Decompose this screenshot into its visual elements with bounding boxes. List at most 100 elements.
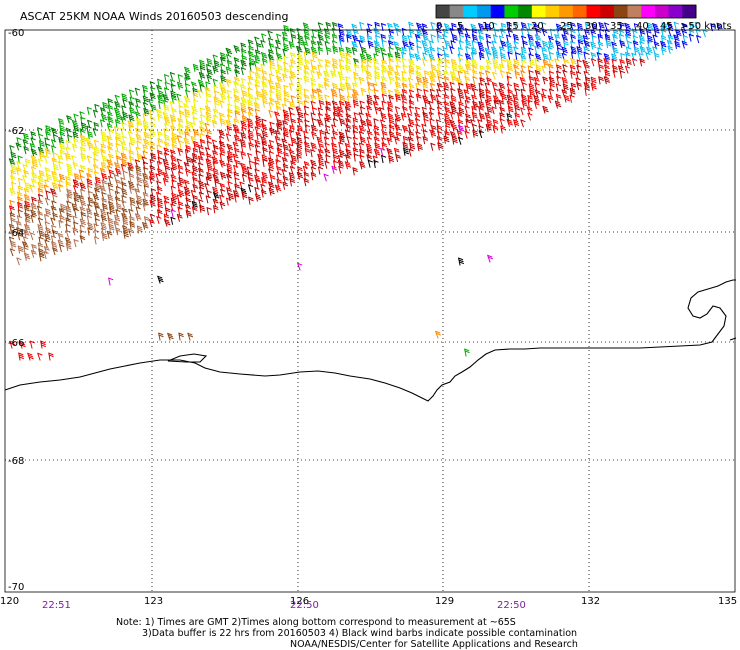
wind-barb [289, 76, 295, 84]
wind-barb [260, 189, 267, 198]
wind-barb [149, 134, 155, 143]
wind-barb [400, 112, 407, 121]
wind-barb [86, 155, 92, 164]
wind-barb [184, 131, 190, 140]
wind-barb [297, 125, 304, 134]
legend-swatch [586, 5, 601, 18]
wind-barb [310, 149, 316, 158]
wind-barb [184, 89, 191, 98]
wind-barb [115, 203, 122, 212]
wind-barb [260, 51, 268, 60]
wind-barb [226, 187, 232, 196]
wind-barb [318, 159, 325, 168]
wind-barb [534, 69, 541, 78]
wind-barb [491, 106, 497, 115]
wind-barb [346, 136, 352, 145]
wind-barb [120, 177, 126, 186]
wind-barb [667, 34, 674, 43]
wind-barb [464, 125, 470, 134]
wind-barb [653, 41, 660, 50]
wind-barb [584, 21, 591, 30]
wind-barb [408, 45, 414, 54]
wind-barb [205, 111, 212, 120]
wind-barb [107, 98, 114, 107]
wind-barb [548, 63, 554, 72]
wind-barb [204, 86, 211, 95]
wind-barb [352, 130, 358, 139]
wind-barb [652, 22, 659, 31]
wind-barb [100, 222, 107, 231]
wind-barb [436, 69, 443, 78]
wind-barb [498, 88, 505, 97]
wind-barb [169, 101, 175, 110]
wind-barb [198, 71, 206, 80]
wind-barb [533, 95, 540, 104]
wind-barb [484, 99, 492, 108]
wind-barb [58, 184, 64, 193]
wind-barb [283, 97, 290, 106]
wind-barb [373, 159, 379, 169]
wind-barb [456, 130, 463, 139]
wind-barb [389, 76, 395, 85]
wind-barb [212, 78, 218, 87]
wind-barb [436, 82, 443, 91]
wind-barb [192, 176, 198, 185]
wind-barb [114, 94, 120, 103]
wind-barb [304, 35, 310, 44]
wind-barb [79, 218, 87, 227]
wind-barb [575, 77, 581, 86]
wind-barb [268, 157, 275, 166]
wind-barb [162, 93, 170, 102]
wind-barb [275, 39, 282, 48]
wind-barb [220, 87, 227, 96]
wind-barb [374, 46, 381, 55]
wind-barb [289, 178, 296, 187]
wind-barb [156, 160, 163, 170]
legend-label-0: 0 [436, 21, 442, 32]
wind-barb [402, 141, 409, 151]
wind-barb [472, 129, 479, 138]
wind-barb [365, 143, 373, 152]
wind-barb [310, 172, 317, 181]
wind-barb [142, 150, 148, 159]
wind-barb [569, 70, 576, 79]
wind-barb [100, 214, 108, 223]
wind-barb [127, 120, 134, 129]
wind-barb [507, 46, 514, 55]
wind-barb [274, 184, 282, 193]
wind-barb [40, 340, 47, 349]
wind-barb [506, 94, 514, 103]
wind-barb [163, 104, 170, 113]
wind-barb [345, 148, 352, 157]
wind-barb [177, 128, 185, 137]
wind-barb [493, 99, 500, 108]
wind-barb [402, 64, 408, 73]
wind-barb [492, 34, 499, 43]
wind-barb [331, 165, 338, 174]
wind-barb [191, 200, 198, 210]
wind-barb [276, 178, 283, 187]
wind-barb [591, 22, 598, 31]
time-label-3: 22:50 [497, 600, 526, 611]
wind-barb [591, 35, 597, 44]
wind-barb [276, 172, 282, 181]
wind-barb [331, 124, 337, 133]
wind-barb [170, 185, 176, 194]
wind-barb [332, 130, 338, 139]
wind-barb [65, 146, 71, 155]
wind-barb [234, 177, 240, 186]
wind-barb [505, 58, 513, 67]
wind-barb [24, 182, 31, 191]
wind-barb [478, 22, 485, 31]
wind-barb [514, 105, 521, 114]
wind-barb [206, 74, 213, 83]
wind-barb [169, 71, 176, 80]
legend-swatch [668, 5, 683, 18]
wind-barb [534, 89, 541, 98]
wind-barb [282, 132, 289, 141]
wind-barb [31, 160, 38, 169]
wind-barb [267, 54, 275, 62]
wind-barb [247, 111, 254, 120]
wind-barb [409, 142, 416, 151]
wind-barb [533, 76, 540, 85]
